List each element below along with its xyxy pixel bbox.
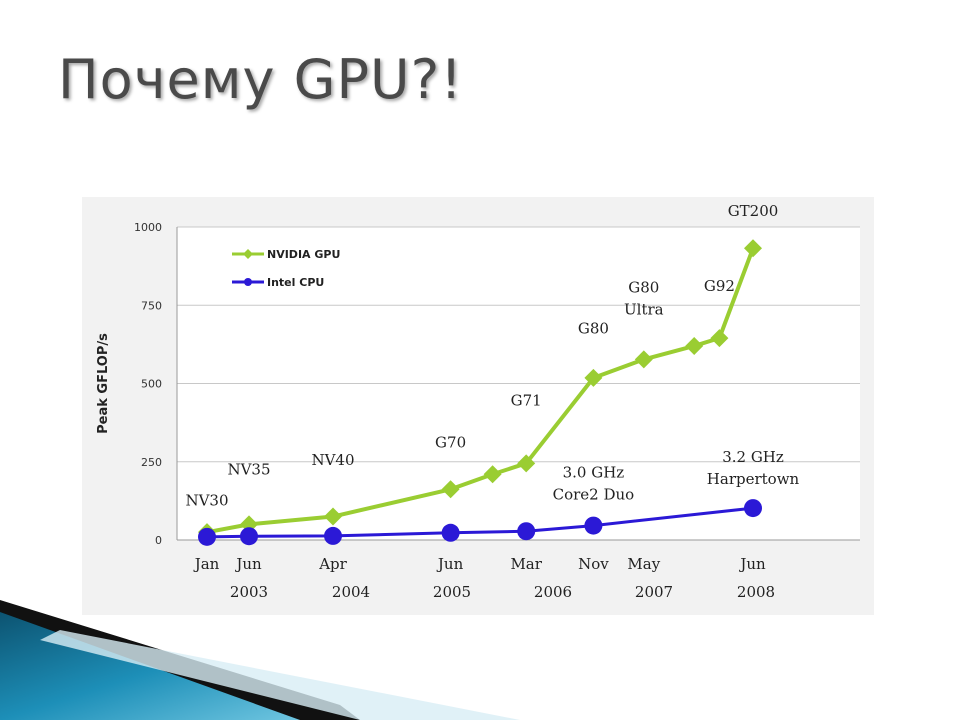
slide-title: Почему GPU?! [58,48,463,111]
legend-label-nvidia-gpu: NVIDIA GPU [267,248,340,261]
y-tick-label: 500 [141,378,162,391]
data-point-intel-cpu [744,499,762,518]
data-point-nvidia-gpu [685,336,704,355]
data-point-intel-cpu [441,523,460,542]
x-tick-month: Mar [510,555,542,573]
annotation-label: Core2 Duo [553,485,635,503]
chart-panel: 0 250 500 750 1000 Peak GFLOP/s Jan Jun Apr Jun Ma… [82,197,874,615]
data-point-nvidia-gpu [517,454,536,473]
x-tick-month: Jun [234,555,262,573]
data-point-intel-cpu [584,516,603,535]
x-tick-month: Nov [578,555,609,573]
annotation-label: G71 [511,391,542,409]
corner-light-stripe [40,630,520,720]
annotation-label: GT200 [728,202,779,220]
data-point-nvidia-gpu [634,350,653,369]
data-point-intel-cpu [324,526,342,545]
x-tick-year: 2004 [332,583,370,601]
annotation-label: Ultra [624,301,664,319]
x-tick-year: 2006 [534,583,572,601]
data-point-nvidia-gpu [710,329,729,348]
x-tick-year: 2008 [737,583,775,601]
annotation-label: NV30 [185,492,228,510]
annotation-label: G70 [435,434,466,452]
annotation-label: G92 [704,277,735,295]
data-point-intel-cpu [240,527,258,546]
y-tick-label: 250 [141,456,162,469]
line-chart: 0 250 500 750 1000 Peak GFLOP/s Jan Jun Apr Jun Ma… [96,202,860,601]
annotation-label: G80 [578,319,609,337]
data-point-intel-cpu [517,522,536,541]
annotation-label: Harpertown [707,470,800,488]
annotation-label: 3.0 GHz [563,463,625,481]
legend-marker-nvidia-gpu [243,249,253,259]
x-tick-year: 2007 [635,583,673,601]
legend-marker-intel-cpu [244,278,252,286]
legend-label-intel-cpu: Intel CPU [267,276,324,289]
y-axis-label: Peak GFLOP/s [96,333,111,434]
x-tick-year: 2005 [433,583,471,601]
data-point-nvidia-gpu [483,465,502,484]
y-tick-label: 750 [141,299,162,312]
annotation-label: NV35 [227,460,270,478]
data-point-nvidia-gpu [744,239,762,258]
x-tick-month: Jan [193,555,220,573]
data-point-intel-cpu [198,527,216,546]
x-tick-year: 2003 [230,583,268,601]
annotation-label: G80 [628,279,659,297]
data-point-nvidia-gpu [441,480,460,499]
y-tick-label: 1000 [134,221,162,234]
annotation-label: NV40 [311,451,354,469]
x-tick-month: May [627,555,660,573]
corner-black-stripe [0,600,360,720]
annotation-label: 3.2 GHz [722,448,784,466]
x-tick-month: Apr [318,555,347,573]
data-point-nvidia-gpu [324,507,342,526]
x-tick-month: Jun [436,555,464,573]
data-point-nvidia-gpu [584,368,603,387]
x-tick-month: Jun [738,555,766,573]
y-tick-label: 0 [155,534,162,547]
corner-teal-shape [0,605,360,720]
